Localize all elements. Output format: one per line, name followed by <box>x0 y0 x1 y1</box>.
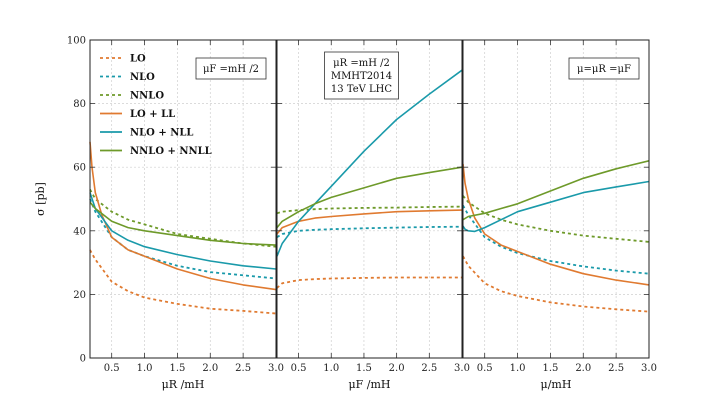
legend-entry: NNLO + NNLL <box>130 146 212 157</box>
series-line-nnlo-nnll <box>89 201 277 246</box>
x-tick-label: 1.0 <box>323 363 339 374</box>
x-tick-label: 2.5 <box>421 363 437 374</box>
y-tick-label: 20 <box>73 290 86 301</box>
y-tick-label: 0 <box>80 354 86 365</box>
annotation-text: μR =mH /2 <box>333 58 390 69</box>
annotation-text: μ=μR =μF <box>577 64 631 75</box>
series-line-lo-ll <box>89 141 277 291</box>
x-tick-label: 2.0 <box>575 363 591 374</box>
series-line-lo-ll <box>276 209 463 235</box>
series-line-lo <box>276 276 462 289</box>
series-line-nlo-nll <box>462 180 650 233</box>
series-line-nlo-nll <box>89 192 277 270</box>
x-tick-label: 2.5 <box>608 363 624 374</box>
text-layer: 0 20 40 60 80 100 σ [pb] 0.5 1.0 1.5 2.0 2.5 3.0 μR /… <box>34 36 657 392</box>
x-axis-label: μ/mH <box>541 378 572 391</box>
x-tick-label: 1.0 <box>510 363 526 374</box>
y-tick-label: 40 <box>73 226 86 237</box>
x-tick-label: 3.0 <box>268 363 284 374</box>
x-tick-label: 3.0 <box>454 363 470 374</box>
series-line-lo <box>89 249 277 315</box>
x-tick-label: 0.5 <box>291 363 307 374</box>
y-tick-label: 60 <box>73 163 86 174</box>
annotation-box <box>324 51 399 100</box>
series-line-lo <box>462 255 650 313</box>
series-line-nlo <box>462 204 650 275</box>
annotation-box <box>568 57 640 80</box>
x-axis-label: μR /mH <box>162 378 205 391</box>
panel-frame <box>462 39 650 359</box>
legend-entry: NLO <box>130 72 155 83</box>
x-tick-label: 1.0 <box>137 363 153 374</box>
y-axis-label: σ [pb] <box>34 182 47 216</box>
x-tick-label: 3.0 <box>641 363 657 374</box>
series-line-nnlo <box>462 195 650 243</box>
series-line-nnlo <box>89 189 277 248</box>
legend-entry: LO + LL <box>130 109 175 120</box>
x-tick-label: 1.5 <box>169 363 185 374</box>
x-axis-label: μF /mH <box>348 378 390 391</box>
series-line-nlo <box>276 225 463 238</box>
x-tick-label: 1.5 <box>356 363 372 374</box>
annotation-text: μF =mH /2 <box>203 64 259 75</box>
panel-frame <box>276 39 463 359</box>
annotation-text: MMHT2014 <box>331 71 392 82</box>
series-line-lo-ll <box>462 163 650 286</box>
legend-entry: LO <box>130 54 146 65</box>
legend-entry: NNLO <box>130 91 164 102</box>
series-line-nnlo-nnll <box>462 160 650 221</box>
x-tick-label: 1.5 <box>542 363 558 374</box>
series-line-nnlo <box>276 205 463 215</box>
series-layer <box>89 69 650 315</box>
frame-layer <box>89 39 650 359</box>
annotation-box <box>195 57 267 80</box>
x-tick-label: 0.5 <box>477 363 493 374</box>
x-tick-label: 2.5 <box>235 363 251 374</box>
series-line-nlo-nll <box>276 69 463 257</box>
y-tick-label: 80 <box>73 99 86 110</box>
legend-entry: NLO + NLL <box>130 128 193 139</box>
series-line-nnlo-nnll <box>276 166 463 229</box>
grid-layer <box>90 40 649 358</box>
y-tick-label: 100 <box>67 36 86 47</box>
x-tick-label: 2.0 <box>389 363 405 374</box>
annotation-text: 13 TeV LHC <box>331 84 392 95</box>
panel-frame <box>89 39 277 359</box>
x-tick-label: 2.0 <box>202 363 218 374</box>
x-tick-label: 0.5 <box>104 363 120 374</box>
